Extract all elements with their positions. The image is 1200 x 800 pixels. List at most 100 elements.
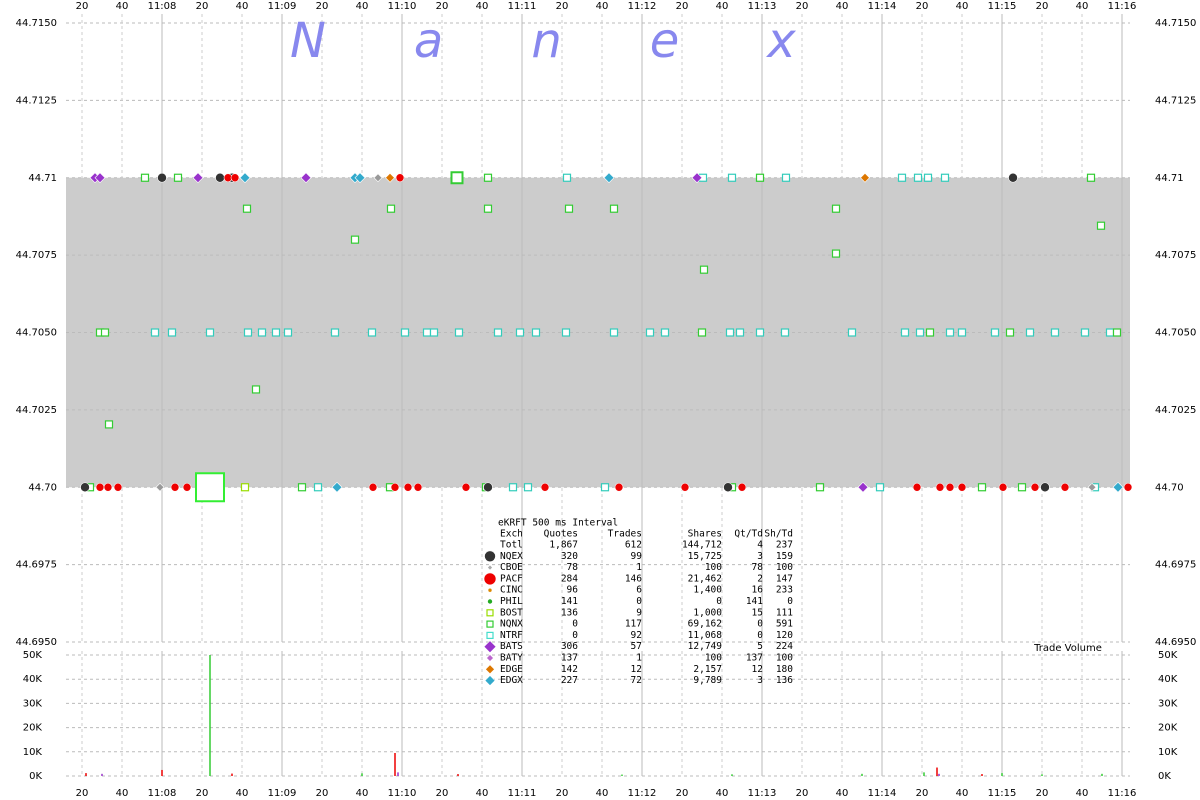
marker	[195, 472, 225, 503]
marker	[113, 482, 123, 492]
marker	[860, 172, 870, 183]
x-tick-label: 11:09	[268, 1, 297, 12]
marker	[271, 328, 281, 337]
marker	[540, 482, 550, 492]
table-cell: 591	[776, 619, 793, 630]
marker	[215, 172, 225, 183]
marker	[368, 482, 378, 492]
marker	[483, 482, 493, 493]
table-cell: 136	[776, 675, 793, 686]
marker	[603, 172, 615, 184]
table-cell: 237	[776, 540, 793, 551]
table-cell: 100	[776, 653, 793, 664]
volume-bar	[161, 769, 163, 776]
marker	[450, 171, 464, 185]
marker	[847, 328, 857, 337]
table-cell: 15,725	[688, 551, 722, 562]
table-cell: 99	[631, 551, 643, 562]
table-cell: 117	[625, 619, 642, 630]
table-cell: 159	[776, 551, 793, 562]
marker	[815, 483, 825, 492]
table-cell: PACF	[500, 573, 523, 584]
marker	[182, 482, 192, 492]
volume-bar	[938, 773, 940, 776]
marker	[935, 482, 945, 492]
table-cell: 136	[561, 607, 578, 618]
volume-bar	[85, 773, 87, 776]
marker	[831, 204, 841, 213]
table-cell: 0	[757, 619, 763, 630]
marker	[239, 172, 251, 184]
y-tick-label: 44.7050	[16, 328, 57, 339]
marker	[403, 482, 413, 492]
volume-tick-label: 10K	[1158, 747, 1178, 758]
marker	[1017, 483, 1027, 492]
marker	[609, 328, 619, 337]
y-tick-label: 44.7125	[16, 95, 57, 106]
table-cell: 9,789	[693, 675, 722, 686]
x-tick-label: 11:16	[1108, 1, 1137, 12]
volume-bar	[621, 774, 623, 776]
marker	[915, 328, 925, 337]
table-header: Trades	[608, 529, 642, 540]
y-tick-label: 44.6975	[16, 560, 57, 571]
x-tick-label: 20	[1036, 788, 1049, 799]
x-tick-label: 40	[116, 1, 129, 12]
table-cell: 78	[567, 562, 579, 573]
marker	[1087, 482, 1097, 492]
x-tick-label: 40	[956, 1, 969, 12]
table-cell: 2,157	[693, 664, 722, 675]
marker	[977, 483, 987, 492]
x-tick-label: 40	[476, 788, 489, 799]
marker	[857, 481, 869, 493]
legend-marker	[484, 675, 496, 687]
table-cell: 16	[752, 585, 764, 596]
marker	[167, 328, 177, 337]
table-cell: 0	[572, 619, 578, 630]
legend-marker	[487, 598, 493, 605]
marker	[912, 482, 922, 492]
marker	[240, 483, 250, 492]
marker	[923, 173, 933, 182]
marker	[1112, 481, 1124, 493]
marker	[725, 328, 735, 337]
volume-bar	[397, 772, 399, 776]
table-cell: 4	[757, 540, 763, 551]
marker	[173, 173, 183, 182]
marker	[170, 482, 180, 492]
x-tick-label: 40	[236, 788, 249, 799]
x-tick-label: 11:16	[1108, 788, 1137, 799]
table-cell: BATS	[500, 641, 523, 652]
table-cell: 1,867	[549, 540, 578, 551]
marker	[875, 483, 885, 492]
x-tick-label: 20	[676, 788, 689, 799]
marker	[660, 328, 670, 337]
table-cell: 6	[636, 585, 642, 596]
marker	[94, 172, 106, 184]
volume-tick-label: 40K	[1158, 674, 1178, 685]
volume-tick-label: 50K	[1158, 650, 1178, 661]
marker	[331, 481, 343, 493]
marker	[257, 328, 267, 337]
marker	[564, 204, 574, 213]
x-tick-label: 11:14	[868, 788, 897, 799]
table-cell: 612	[625, 540, 642, 551]
marker	[531, 328, 541, 337]
marker	[104, 420, 114, 429]
x-tick-label: 40	[716, 788, 729, 799]
marker	[385, 172, 395, 183]
x-tick-label: 40	[356, 788, 369, 799]
marker	[609, 204, 619, 213]
y-tick-label: 44.71	[1155, 173, 1184, 184]
marker	[645, 328, 655, 337]
table-cell: 100	[705, 653, 722, 664]
table-cell: 1,000	[693, 607, 722, 618]
marker	[1086, 173, 1096, 182]
table-cell: 78	[752, 562, 764, 573]
x-tick-label: 11:13	[748, 788, 777, 799]
marker	[103, 482, 113, 492]
marker	[192, 172, 204, 184]
x-tick-label: 20	[196, 1, 209, 12]
volume-bar	[457, 774, 459, 776]
